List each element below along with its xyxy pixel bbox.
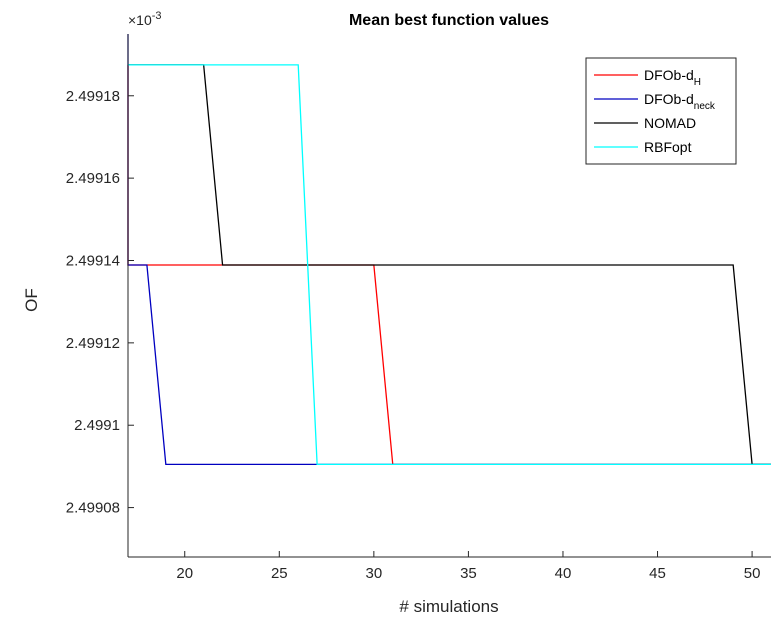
x-axis-label: # simulations xyxy=(399,597,498,616)
y-tick-label: 2.49912 xyxy=(66,335,120,352)
x-tick-label: 35 xyxy=(460,565,477,582)
x-tick-label: 40 xyxy=(555,565,572,582)
y-tick-label: 2.49916 xyxy=(66,170,120,187)
x-tick-label: 45 xyxy=(649,565,666,582)
chart-title: Mean best function values xyxy=(349,12,549,29)
legend: DFOb-dH DFOb-dneck NOMAD RBFopt xyxy=(585,57,737,165)
x-tick-label: 25 xyxy=(271,565,288,582)
y-tick-label: 2.4991 xyxy=(74,417,120,434)
x-tick-label: 20 xyxy=(176,565,193,582)
y-axis-label: OF xyxy=(22,288,41,312)
y-tick-label: 2.49918 xyxy=(66,88,120,105)
y-tick-label: 2.49914 xyxy=(66,252,120,269)
y-tick-label: 2.49908 xyxy=(66,500,120,517)
legend-box xyxy=(585,57,737,165)
y-multiplier: ×10-3 xyxy=(128,10,162,28)
axes-layer: 20 25 30 35 40 45 50 2.49908 2.4991 2.49912 2.4991… xyxy=(66,34,771,582)
legend-label-2: DFOb-dneck xyxy=(644,91,716,112)
legend-label-3: NOMAD xyxy=(644,115,696,131)
x-tick-label: 30 xyxy=(366,565,383,582)
series-line-4 xyxy=(128,64,771,465)
legend-label-1: DFOb-dH xyxy=(644,67,701,88)
x-tick-label: 50 xyxy=(744,565,761,582)
legend-label-4: RBFopt xyxy=(644,139,692,155)
